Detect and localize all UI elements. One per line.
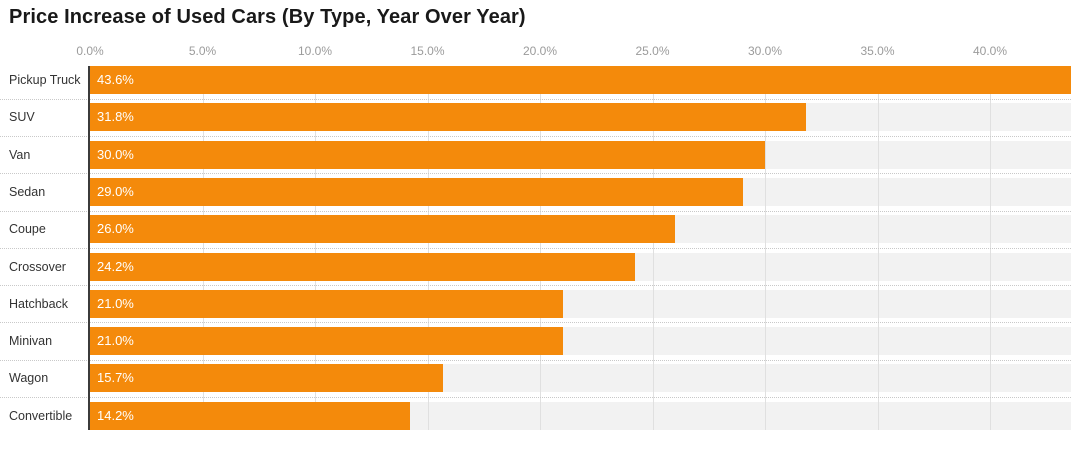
- category-label: Crossover: [9, 259, 66, 274]
- bar: [90, 364, 444, 393]
- row-separator: [0, 322, 1071, 323]
- category-label: Pickup Truck: [9, 73, 81, 87]
- bar: [90, 327, 563, 356]
- bar-value-label: 14.2%: [97, 407, 134, 423]
- x-tick-label: 25.0%: [635, 44, 670, 58]
- gridline: [653, 66, 654, 430]
- row-separator: [0, 285, 1071, 286]
- gridline: [878, 66, 879, 430]
- gridline: [540, 66, 541, 430]
- category-label: Van: [9, 147, 31, 162]
- bar-value-label: 43.6%: [97, 72, 134, 87]
- gridline: [765, 66, 766, 430]
- category-label: SUV: [9, 110, 35, 125]
- category-label: Convertible: [9, 408, 73, 423]
- bar: [90, 140, 765, 169]
- bar-value-label: 21.0%: [97, 295, 134, 311]
- bar-value-label: 26.0%: [97, 221, 134, 237]
- row-separator: [0, 397, 1071, 398]
- bar-value-label: 29.0%: [97, 183, 134, 199]
- bar-value-label: 24.2%: [97, 258, 134, 274]
- row-separator: [0, 99, 1071, 100]
- row-separator: [0, 211, 1071, 212]
- gridline: [203, 66, 204, 430]
- row-separator: [0, 173, 1071, 174]
- x-tick-label: 10.0%: [297, 44, 333, 58]
- x-tick-label: 20.0%: [522, 44, 558, 58]
- bar: [90, 103, 806, 132]
- gridline: [990, 66, 991, 430]
- gridline: [315, 66, 316, 430]
- bar: [90, 66, 1071, 94]
- bar-value-label: 31.8%: [97, 109, 134, 125]
- axis-zero-line: [88, 66, 90, 430]
- bar: [90, 177, 743, 206]
- bar: [90, 215, 675, 244]
- x-tick-label: 5.0%: [188, 44, 217, 58]
- row-separator: [0, 360, 1071, 361]
- x-tick-label: 15.0%: [410, 44, 445, 58]
- x-tick-label: 30.0%: [747, 44, 783, 58]
- category-label: Wagon: [9, 371, 49, 386]
- bar-value-label: 15.7%: [97, 370, 134, 386]
- category-label: Coupe: [9, 222, 46, 237]
- x-tick-label: 35.0%: [860, 44, 895, 58]
- x-tick-label: 0.0%: [76, 44, 104, 58]
- x-tick-label: 40.0%: [972, 44, 1008, 58]
- bar-value-label: 30.0%: [97, 146, 134, 162]
- category-label: Sedan: [9, 184, 46, 199]
- row-separator: [0, 136, 1071, 137]
- bar-value-label: 21.0%: [97, 333, 134, 349]
- row-separator: [0, 248, 1071, 249]
- category-label: Hatchback: [9, 296, 69, 311]
- bar: [90, 289, 563, 318]
- bar: [90, 401, 410, 430]
- category-label: Minivan: [9, 334, 53, 349]
- bar: [90, 252, 635, 281]
- chart-title: Price Increase of Used Cars (By Type, Ye…: [9, 6, 526, 28]
- gridline: [428, 66, 429, 430]
